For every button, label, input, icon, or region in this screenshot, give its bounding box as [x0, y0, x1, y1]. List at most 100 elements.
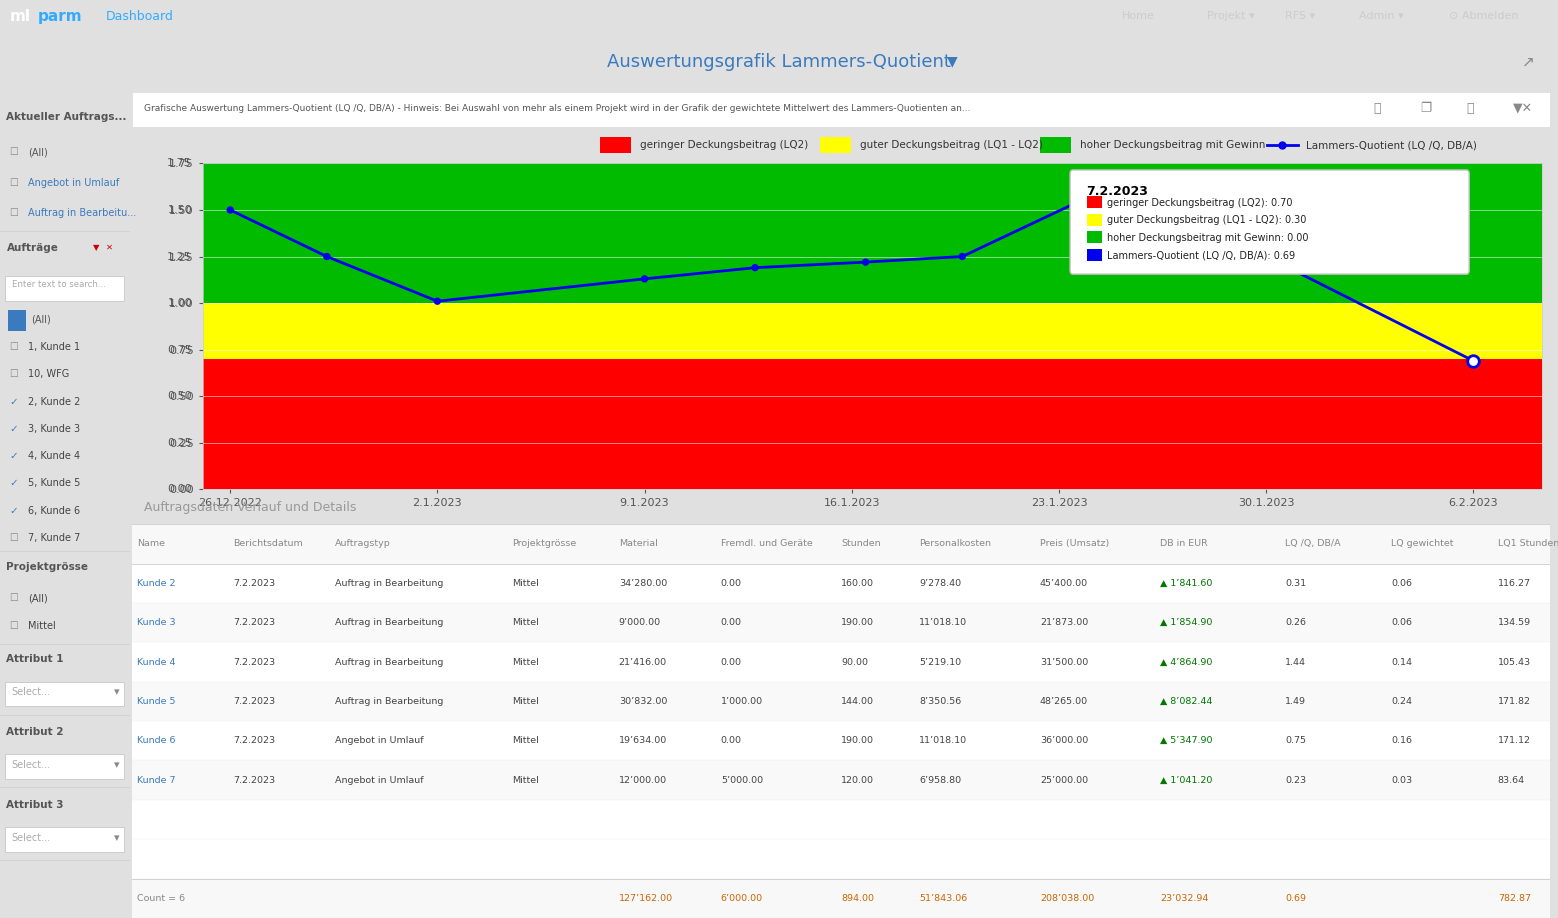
Text: 0.03: 0.03 — [1391, 776, 1413, 785]
Text: 7, Kunde 7: 7, Kunde 7 — [28, 533, 81, 543]
Text: 1.50: 1.50 — [167, 205, 192, 215]
Text: 9’000.00: 9’000.00 — [619, 618, 661, 627]
Point — [1116, 171, 1140, 185]
Text: Kunde 4: Kunde 4 — [137, 657, 174, 666]
Text: 45’400.00: 45’400.00 — [1039, 578, 1087, 588]
Text: ❐: ❐ — [1419, 102, 1432, 115]
Text: 34’280.00: 34’280.00 — [619, 578, 667, 588]
Text: 8’350.56: 8’350.56 — [919, 697, 961, 706]
Text: 7.2.2023: 7.2.2023 — [234, 578, 276, 588]
Text: 1.49: 1.49 — [1285, 697, 1306, 706]
Text: Aufträge: Aufträge — [6, 243, 58, 253]
Text: ⎘: ⎘ — [1373, 102, 1380, 115]
Text: Angebot in Umlauf: Angebot in Umlauf — [335, 776, 424, 785]
Text: Attribut 2: Attribut 2 — [6, 727, 64, 737]
Text: Auftrag in Bearbeitung: Auftrag in Bearbeitung — [335, 657, 444, 666]
Text: ↗: ↗ — [1522, 54, 1535, 69]
Bar — [1086, 196, 1102, 208]
Point — [633, 272, 657, 286]
Text: 9’278.40: 9’278.40 — [919, 578, 961, 588]
Text: guter Deckungsbeitrag (LQ1 - LQ2): 0.30: guter Deckungsbeitrag (LQ1 - LQ2): 0.30 — [1108, 215, 1307, 225]
Text: 190.00: 190.00 — [841, 736, 874, 745]
Text: Auftrag in Bearbeitung: Auftrag in Bearbeitung — [335, 697, 444, 706]
Text: 0.00: 0.00 — [721, 618, 742, 627]
Bar — [5, 827, 125, 852]
Text: 0.23: 0.23 — [1285, 776, 1306, 785]
Text: (All): (All) — [28, 593, 48, 603]
Text: 6’958.80: 6’958.80 — [919, 776, 961, 785]
Text: 7.2.2023: 7.2.2023 — [234, 618, 276, 627]
Text: Mittel: Mittel — [513, 736, 539, 745]
Text: Projektgrösse: Projektgrösse — [513, 540, 576, 548]
Text: 0.26: 0.26 — [1285, 618, 1306, 627]
Bar — [132, 722, 1550, 760]
Bar — [203, 163, 1542, 303]
Bar — [8, 310, 26, 330]
Text: Projektgrösse: Projektgrösse — [6, 562, 89, 572]
Bar — [1039, 137, 1070, 153]
Text: Mittel: Mittel — [513, 776, 539, 785]
Text: ✓: ✓ — [9, 478, 17, 488]
Text: LQ /Q, DB/A: LQ /Q, DB/A — [1285, 540, 1341, 548]
Text: 30’832.00: 30’832.00 — [619, 697, 667, 706]
Text: LQ1 Stunden: LQ1 Stunden — [1497, 540, 1558, 548]
Text: 5’219.10: 5’219.10 — [919, 657, 961, 666]
Text: Auswertungsgrafik Lammers-Quotient: Auswertungsgrafik Lammers-Quotient — [608, 52, 950, 71]
Point — [950, 249, 975, 263]
Text: ▲ 4’864.90: ▲ 4’864.90 — [1161, 657, 1212, 666]
Text: Mittel: Mittel — [513, 618, 539, 627]
Text: Aktueller Auftrags...: Aktueller Auftrags... — [6, 112, 126, 122]
Point — [425, 294, 450, 308]
Text: 0.00: 0.00 — [721, 736, 742, 745]
Text: ✓: ✓ — [9, 451, 17, 461]
Text: ☐: ☐ — [9, 208, 17, 218]
Text: ⛶: ⛶ — [1466, 102, 1474, 115]
Text: Attribut 1: Attribut 1 — [6, 655, 64, 665]
Point — [1461, 353, 1486, 368]
Text: hoher Deckungsbeitrag mit Gewinn: hoher Deckungsbeitrag mit Gewinn — [1080, 140, 1265, 150]
Bar — [132, 760, 1550, 800]
Text: Auftragsdaten Verlauf und Details: Auftragsdaten Verlauf und Details — [143, 501, 357, 514]
Text: 1, Kunde 1: 1, Kunde 1 — [28, 342, 81, 353]
Text: ▲ 1’841.60: ▲ 1’841.60 — [1161, 578, 1212, 588]
Text: geringer Deckungsbeitrag (LQ2): 0.70: geringer Deckungsbeitrag (LQ2): 0.70 — [1108, 197, 1293, 207]
Text: Berichtsdatum: Berichtsdatum — [234, 540, 302, 548]
Text: 160.00: 160.00 — [841, 578, 874, 588]
Point — [315, 249, 340, 263]
FancyBboxPatch shape — [1070, 170, 1469, 274]
Text: ▾: ▾ — [114, 760, 120, 770]
Text: ☐: ☐ — [9, 621, 17, 631]
Bar — [5, 276, 125, 301]
Text: 120.00: 120.00 — [841, 776, 874, 785]
Text: 0.00: 0.00 — [721, 657, 742, 666]
Text: ▲ 1’041.20: ▲ 1’041.20 — [1161, 776, 1212, 785]
Text: Auftragstyp: Auftragstyp — [335, 540, 391, 548]
Text: Mittel: Mittel — [513, 697, 539, 706]
Text: Auftrag in Bearbeitu...: Auftrag in Bearbeitu... — [28, 208, 137, 218]
Text: Select...: Select... — [11, 760, 51, 770]
Text: Angebot in Umlauf: Angebot in Umlauf — [335, 736, 424, 745]
Text: 171.82: 171.82 — [1497, 697, 1532, 706]
Text: 134.59: 134.59 — [1497, 618, 1532, 627]
Text: 90.00: 90.00 — [841, 657, 868, 666]
Text: 144.00: 144.00 — [841, 697, 874, 706]
Bar — [820, 137, 851, 153]
Text: 19’634.00: 19’634.00 — [619, 736, 667, 745]
Bar — [1086, 249, 1102, 262]
Bar — [132, 800, 1550, 839]
Text: hoher Deckungsbeitrag mit Gewinn: 0.00: hoher Deckungsbeitrag mit Gewinn: 0.00 — [1108, 233, 1309, 243]
Point — [218, 203, 243, 218]
Bar — [132, 603, 1550, 643]
Text: Material: Material — [619, 540, 657, 548]
Text: 1.25: 1.25 — [167, 252, 192, 262]
Text: 48’265.00: 48’265.00 — [1039, 697, 1087, 706]
Text: 6, Kunde 6: 6, Kunde 6 — [28, 506, 81, 516]
Text: 36’000.00: 36’000.00 — [1039, 736, 1087, 745]
Text: Auftrag in Bearbeitung: Auftrag in Bearbeitung — [335, 618, 444, 627]
Text: ml: ml — [9, 9, 30, 24]
Text: 782.87: 782.87 — [1497, 894, 1532, 902]
Text: 10, WFG: 10, WFG — [28, 369, 70, 379]
Bar — [132, 682, 1550, 722]
Text: Home: Home — [1122, 11, 1154, 21]
Text: ☐: ☐ — [9, 593, 17, 603]
